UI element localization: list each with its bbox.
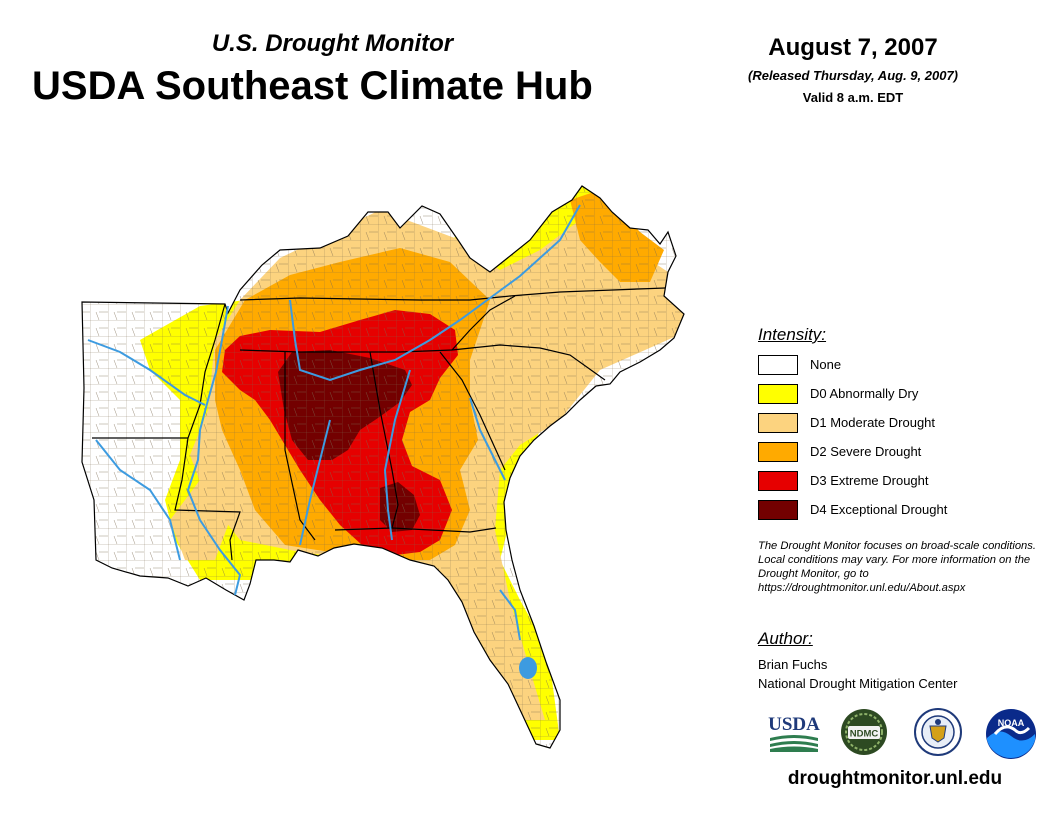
legend-label: D1 Moderate Drought (810, 415, 936, 430)
map-title: USDA Southeast Climate Hub (32, 64, 593, 108)
border-georgia-florida (334, 527, 497, 533)
legend-label: D3 Extreme Drought (810, 473, 929, 488)
ndmc-logo: NDMC (841, 709, 887, 755)
river-tombigbee (299, 419, 331, 546)
noaa-logo-text: NOAA (998, 718, 1025, 728)
border-georgia-south-carolina (439, 351, 506, 471)
river-chattahoochee (383, 369, 411, 541)
author-name: Brian Fuchs (758, 657, 828, 672)
state-borders (81, 185, 685, 749)
border-alabama-georgia (369, 351, 399, 529)
legend-swatch (758, 471, 798, 491)
department-of-commerce-seal (914, 708, 962, 756)
river-mississippi (186, 305, 242, 596)
release-date: (Released Thursday, Aug. 9, 2007) (748, 68, 958, 83)
border-arkansas-east (187, 303, 226, 439)
legend-swatch (758, 500, 798, 520)
border-tennessee-east (451, 295, 516, 351)
usda-logo-text: USDA (768, 714, 820, 735)
legend-swatch (758, 384, 798, 404)
river-st-johns (499, 589, 521, 641)
river-red (95, 439, 181, 561)
drought-map (81, 185, 685, 749)
website-url[interactable]: droughtmonitor.unl.edu (787, 768, 1003, 789)
legend-title: Intensity: (758, 325, 827, 344)
legend-label: D0 Abnormally Dry (810, 386, 919, 401)
valid-time: Valid 8 a.m. EDT (802, 90, 904, 105)
usda-logo: USDA (768, 714, 820, 752)
legend-label: D4 Exceptional Drought (810, 502, 948, 517)
lake-okeechobee (519, 657, 537, 679)
river-tennessee (289, 204, 581, 382)
border-louisiana-east (174, 437, 241, 561)
author-heading: Author: (758, 629, 813, 648)
drought-monitor-note: The Drought Monitor focuses on broad-sca… (758, 540, 1036, 594)
map-subtitle: U.S. Drought Monitor (211, 30, 454, 57)
ndmc-logo-text: NDMC (850, 729, 879, 740)
border-north-south-carolina (451, 344, 606, 381)
author-organization: National Drought Mitigation Center (758, 676, 958, 691)
rivers (87, 204, 581, 641)
legend-label: D2 Severe Drought (810, 444, 922, 459)
map-date: August 7, 2007 (768, 34, 938, 61)
noaa-logo: NOAA (986, 709, 1036, 759)
river-savannah (469, 397, 506, 481)
border-mississippi-alabama (284, 352, 316, 541)
legend-swatch (758, 442, 798, 462)
legend-swatch (758, 413, 798, 433)
legend-swatch (758, 355, 798, 375)
river-arkansas (87, 339, 206, 406)
border-tennessee-north (239, 287, 666, 301)
legend-label: None (810, 357, 842, 372)
border-tennessee-south (239, 349, 453, 353)
